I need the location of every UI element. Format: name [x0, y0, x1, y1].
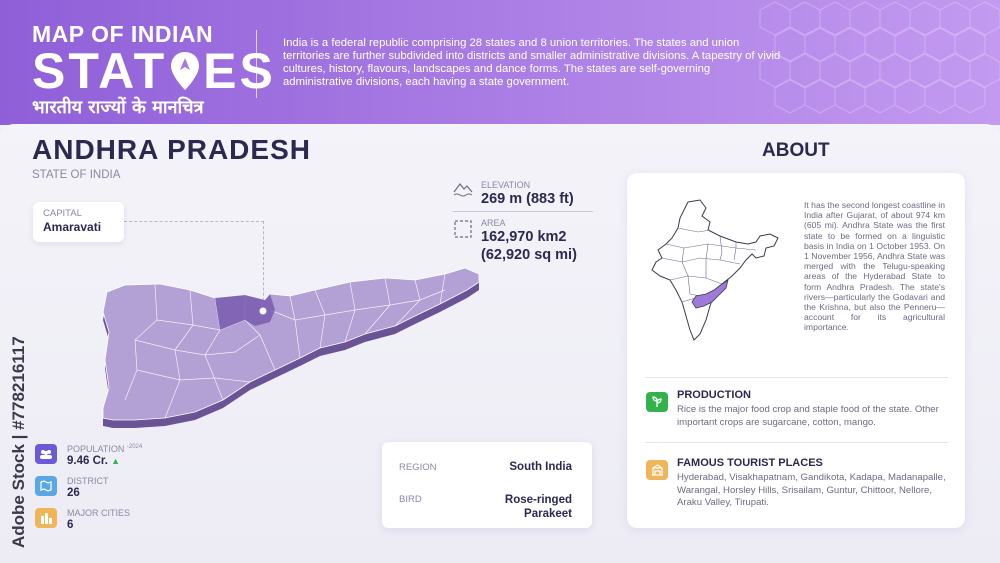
cities-label: MAJOR CITIES: [67, 508, 131, 518]
capital-leader-line: [124, 221, 264, 311]
india-map: [651, 199, 779, 341]
about-text: It has the second longest coastline in I…: [804, 200, 945, 333]
area-label: AREA: [481, 218, 506, 228]
region-label: REGION: [399, 462, 437, 473]
state-subtitle: STATE OF INDIA: [32, 169, 121, 181]
about-title: ABOUT: [762, 140, 830, 161]
district-value: 26: [67, 487, 80, 499]
population-label: POPULATION -2024: [67, 444, 142, 454]
area-icon: [454, 220, 472, 238]
watermark-text: Adobe Stock | #778216117: [9, 336, 28, 548]
monument-icon: [646, 460, 668, 480]
title-line-2-part-1: STAT: [32, 43, 168, 99]
adobe-stock-watermark: Adobe Stock | #778216117: [9, 336, 28, 548]
tourist-title: FAMOUS TOURIST PLACES: [677, 457, 823, 469]
district-label: DISTRICT: [67, 476, 109, 486]
hexagon-pattern: [759, 1, 1000, 114]
production-title: PRODUCTION: [677, 389, 751, 401]
population-number: 9.46 Cr.: [67, 455, 108, 467]
title-hindi: भारतीय राज्यों के मानचित्र: [32, 97, 204, 118]
title-line-1: MAP OF INDIAN: [32, 21, 214, 47]
population-label-text: POPULATION: [67, 444, 125, 454]
india-outline: [651, 199, 779, 341]
tourist-text: Hyderabad, Visakhapatnam, Gandikota, Kad…: [677, 472, 946, 508]
bird-value-line-2: Parakeet: [524, 508, 572, 520]
capital-marker: [259, 307, 267, 315]
andhra-pradesh-highlight: [691, 279, 729, 309]
bird-value: Rose-ringed Parakeet: [505, 493, 572, 521]
trend-up-icon: ▲: [111, 456, 121, 466]
area-value-line-2: (62,920 sq mi): [481, 247, 577, 263]
production-text: Rice is the major food crop and staple f…: [677, 404, 939, 428]
facts-card: REGION South India BIRD Rose-ringed Para…: [382, 442, 592, 528]
section-divider-1: [645, 377, 948, 378]
capital-value: Amaravati: [43, 220, 102, 234]
state-name: ANDHRA PRADESH: [32, 134, 311, 165]
title-line-2-part-2: ES: [203, 43, 276, 99]
population-value: 9.46 Cr. ▲: [67, 455, 120, 467]
section-divider-2: [645, 442, 948, 443]
population-year: -2024: [126, 444, 143, 450]
header-banner: MAP OF INDIAN STAT ES भारतीय राज्यों के …: [0, 0, 1000, 125]
bird-value-line-1: Rose-ringed: [504, 494, 572, 506]
elevation-value: 269 m (883 ft): [481, 191, 574, 207]
state-map-surface: [102, 267, 480, 421]
stats-divider: [453, 211, 593, 212]
main-title: MAP OF INDIAN STAT ES भारतीय राज्यों के …: [32, 22, 276, 119]
people-icon: [35, 444, 57, 464]
capital-card: CAPITAL Amaravati: [33, 202, 124, 242]
header-divider: [256, 30, 257, 98]
header-description: India is a federal republic comprising 2…: [283, 37, 781, 88]
state-map: [102, 267, 480, 428]
map-icon: [35, 476, 57, 496]
capital-district-highlight: [215, 294, 275, 330]
location-pin-icon: [171, 52, 200, 90]
title-line-2: STAT ES: [32, 46, 276, 96]
region-value: South India: [509, 461, 572, 473]
mountain-icon: [453, 183, 473, 197]
plant-icon: [646, 392, 668, 412]
city-buildings-icon: [35, 508, 57, 528]
bird-label: BIRD: [399, 494, 422, 505]
cities-value: 6: [67, 519, 74, 531]
area-value-line-1: 162,970 km2: [481, 229, 567, 245]
capital-label: CAPITAL: [43, 208, 82, 219]
elevation-label: ELEVATION: [481, 180, 531, 190]
